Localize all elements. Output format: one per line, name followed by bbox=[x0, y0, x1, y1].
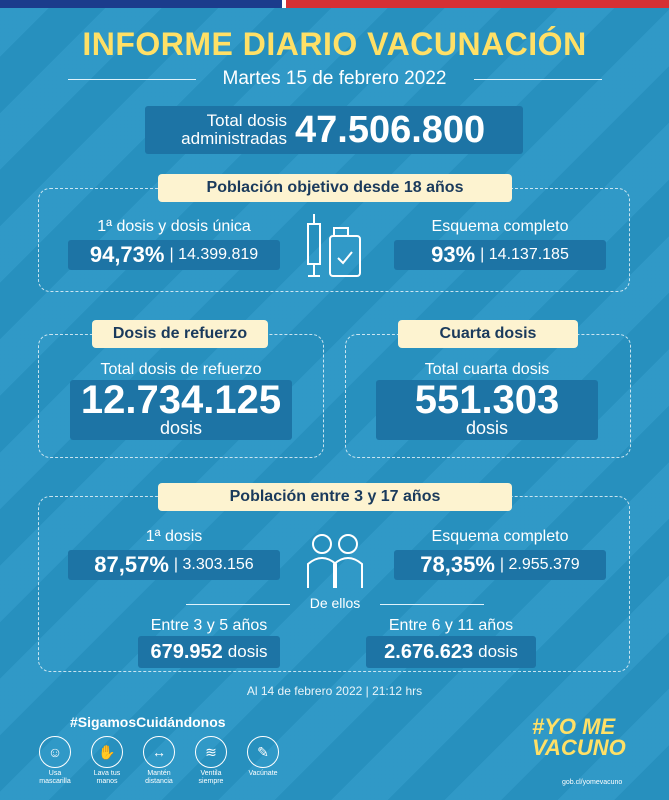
age-3-5-unit: dosis bbox=[227, 642, 268, 661]
kids-complete-stat: 78,35% | 2.955.379 bbox=[394, 550, 606, 580]
fourth-dose-label: Total cuarta dosis bbox=[424, 361, 550, 378]
age-6-11-label: Entre 6 y 11 años bbox=[388, 617, 514, 634]
of-them-label: De ellos bbox=[309, 595, 361, 611]
ventilate-icon: ≋ bbox=[195, 736, 227, 768]
hand-wash-icon: ✋ bbox=[91, 736, 123, 768]
yo-me-vacuno-logo: #YO ME VACUNO gob.cl/yomevacuno bbox=[532, 716, 632, 787]
fourth-dose-heading: Cuarta dosis bbox=[398, 320, 578, 348]
kids-complete-pct: 78,35% bbox=[420, 552, 495, 577]
of-them-line-right bbox=[380, 604, 484, 605]
kids-first-label: 1ª dosis bbox=[145, 528, 203, 545]
kids-complete-count: | 2.955.379 bbox=[499, 556, 580, 573]
adult-first-label: 1ª dosis y dosis única bbox=[97, 218, 251, 235]
mask-icon: ☺ bbox=[39, 736, 71, 768]
adult-first-count: | 14.399.819 bbox=[169, 246, 259, 263]
age-6-11-unit: dosis bbox=[478, 642, 518, 661]
booster-panel: 12.734.125 dosis bbox=[70, 380, 292, 440]
total-doses-label: Total dosis administradas bbox=[181, 111, 287, 148]
age-3-5-value: 679.952 bbox=[150, 640, 223, 663]
booster-value: 12.734.125 bbox=[80, 378, 282, 422]
age-6-11-panel: 2.676.623 dosis bbox=[366, 636, 536, 668]
kids-heading: Población entre 3 y 17 años bbox=[158, 483, 512, 511]
divider-left bbox=[68, 79, 196, 80]
total-doses-value: 47.506.800 bbox=[295, 108, 486, 151]
age-3-5-panel: 679.952 dosis bbox=[138, 636, 280, 668]
prevention-tips: ☺ Usa mascarilla ✋ Lava tus manos ↔ Mantén dis… bbox=[36, 736, 282, 786]
adult-heading: Población objetivo desde 18 años bbox=[158, 174, 512, 202]
adult-complete-label: Esquema completo bbox=[431, 218, 569, 235]
fourth-dose-value: 551.303 bbox=[414, 378, 560, 422]
total-doses-panel: Total dosis administradas 47.506.800 bbox=[145, 106, 523, 154]
report-date: Martes 15 de febrero 2022 bbox=[222, 68, 447, 89]
tip-distance: ↔ Mantén distancia bbox=[140, 736, 178, 786]
fourth-dose-panel: 551.303 dosis bbox=[376, 380, 598, 440]
divider-right bbox=[474, 79, 602, 80]
flag-stripe bbox=[0, 0, 669, 8]
tip-mask: ☺ Usa mascarilla bbox=[36, 736, 74, 786]
children-icon bbox=[307, 534, 363, 588]
kids-first-stat: 87,57% | 3.303.156 bbox=[68, 550, 280, 580]
kids-complete-label: Esquema completo bbox=[431, 528, 569, 545]
booster-unit: dosis bbox=[159, 418, 203, 438]
of-them-line-left bbox=[186, 604, 290, 605]
report-title: INFORME DIARIO VACUNACIÓN bbox=[82, 26, 587, 62]
data-cutoff-note: Al 14 de febrero 2022 | 21:12 hrs bbox=[246, 684, 423, 698]
adult-complete-count: | 14.137.185 bbox=[480, 246, 569, 263]
tip-ventilate: ≋ Ventila siempre bbox=[192, 736, 230, 786]
vaccine-icon: ✎ bbox=[247, 736, 279, 768]
booster-label: Total dosis de refuerzo bbox=[100, 361, 262, 378]
tip-vaccine: ✎ Vacúnate bbox=[244, 736, 282, 786]
adult-first-stat: 94,73% | 14.399.819 bbox=[68, 240, 280, 270]
kids-first-pct: 87,57% bbox=[94, 552, 169, 577]
age-6-11-value: 2.676.623 bbox=[384, 640, 474, 663]
logo-url: gob.cl/yomevacuno bbox=[562, 779, 623, 786]
syringe-vial-icon bbox=[307, 214, 361, 277]
tip-hand-wash: ✋ Lava tus manos bbox=[88, 736, 126, 786]
age-3-5-label: Entre 3 y 5 años bbox=[150, 617, 268, 634]
booster-heading: Dosis de refuerzo bbox=[92, 320, 268, 348]
campaign-hashtag: #SigamosCuidándonos bbox=[70, 714, 226, 730]
fourth-dose-unit: dosis bbox=[465, 418, 509, 438]
adult-first-pct: 94,73% bbox=[89, 242, 165, 267]
distance-icon: ↔ bbox=[143, 736, 175, 768]
adult-complete-stat: 93% | 14.137.185 bbox=[394, 240, 606, 270]
adult-complete-pct: 93% bbox=[431, 242, 476, 267]
kids-first-count: | 3.303.156 bbox=[173, 556, 254, 573]
